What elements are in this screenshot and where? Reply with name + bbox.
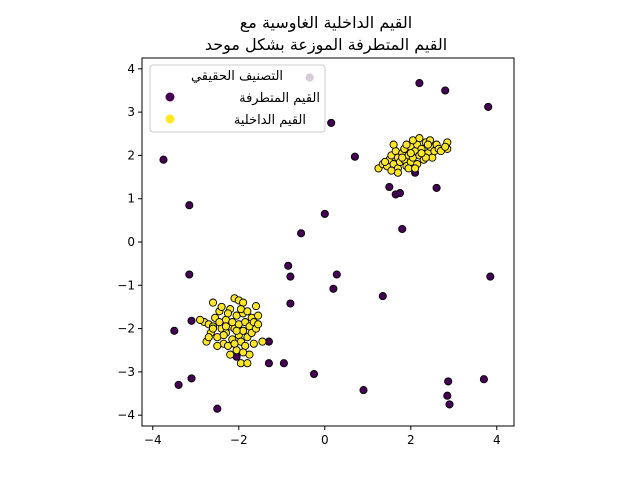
point-outliers-8 bbox=[213, 404, 222, 413]
plot-frame bbox=[141, 57, 515, 427]
point-inliers-41 bbox=[223, 309, 233, 318]
axes-layer: −4 −2 0 2 4 4 3 2 1 0 −1 −2 −3 −4 bbox=[117, 62, 500, 447]
point-inliers-107 bbox=[423, 140, 433, 149]
point-outliers-32 bbox=[444, 377, 453, 386]
point-outliers-33 bbox=[443, 391, 452, 400]
legend-box bbox=[149, 64, 326, 133]
point-inliers-45 bbox=[213, 341, 222, 350]
point-inliers-46 bbox=[219, 331, 228, 340]
point-inliers-53 bbox=[254, 320, 263, 329]
point-inliers-47 bbox=[228, 318, 237, 327]
point-outliers-9 bbox=[264, 359, 273, 368]
point-inliers-95 bbox=[389, 140, 398, 149]
x-tick-label-2: 0 bbox=[321, 433, 329, 447]
point-outliers-6 bbox=[187, 374, 196, 383]
point-inliers-40 bbox=[217, 302, 226, 311]
point-inliers-94 bbox=[441, 142, 450, 151]
point-inliers-57 bbox=[204, 333, 213, 342]
point-outliers-30 bbox=[432, 183, 441, 192]
point-inliers-59 bbox=[239, 348, 248, 357]
point-outliers-16 bbox=[320, 209, 329, 218]
y-tick-label-4: 0 bbox=[127, 235, 135, 249]
y-tick-label-7: −3 bbox=[117, 365, 135, 379]
legend-label-outliers: القيم المتطرفة bbox=[239, 91, 320, 106]
point-inliers-51 bbox=[196, 315, 205, 324]
point-outliers-18 bbox=[329, 284, 338, 293]
point-outliers-12 bbox=[286, 272, 295, 281]
y-tick-label-6: −2 bbox=[117, 322, 135, 336]
point-outliers-14 bbox=[286, 299, 295, 308]
chart-title-line-1: القيم الداخلية الغاوسية مع bbox=[240, 13, 412, 33]
point-inliers-56 bbox=[243, 307, 252, 316]
y-tick-label-2: 2 bbox=[127, 148, 135, 162]
point-inliers-34 bbox=[258, 337, 267, 346]
legend: التصنيف الحقيقي القيم المتطرفة القيم الد… bbox=[149, 64, 326, 133]
point-outliers-29 bbox=[415, 79, 424, 88]
point-outliers-1 bbox=[185, 201, 194, 210]
point-outliers-15 bbox=[297, 229, 306, 238]
y-tick-label-1: 3 bbox=[127, 105, 135, 119]
point-inliers-43 bbox=[243, 359, 252, 368]
point-inliers-99 bbox=[415, 134, 424, 143]
point-outliers-2 bbox=[185, 270, 194, 279]
point-outliers-27 bbox=[398, 224, 407, 234]
point-inliers-33 bbox=[254, 311, 263, 320]
point-inliers-105 bbox=[411, 164, 420, 173]
y-tick-label-8: −4 bbox=[117, 408, 135, 422]
point-outliers-5 bbox=[174, 380, 183, 389]
point-outliers-19 bbox=[332, 270, 341, 279]
point-outliers-37 bbox=[486, 272, 495, 281]
point-outliers-24 bbox=[385, 182, 394, 192]
point-outliers-10 bbox=[279, 359, 288, 368]
x-tick-label-4: 4 bbox=[493, 433, 501, 447]
points-layer bbox=[159, 73, 495, 413]
point-outliers-22 bbox=[359, 386, 368, 395]
point-inliers-55 bbox=[221, 322, 230, 331]
point-outliers-34 bbox=[445, 400, 454, 409]
point-inliers-50 bbox=[208, 324, 218, 333]
point-inliers-39 bbox=[208, 298, 218, 307]
legend-label-inliers: القيم الداخلية bbox=[234, 113, 306, 128]
point-outliers-26 bbox=[395, 189, 405, 198]
point-outliers-3 bbox=[187, 316, 196, 325]
point-outliers-23 bbox=[378, 292, 387, 301]
point-inliers-54 bbox=[232, 326, 241, 335]
point-outliers-4 bbox=[170, 326, 179, 335]
x-tick-label-3: 2 bbox=[407, 433, 415, 447]
chart-title-line-2: القيم المتطرفة الموزعة بشكل موحد bbox=[205, 35, 447, 55]
point-outliers-35 bbox=[479, 375, 488, 384]
point-outliers-21 bbox=[350, 152, 359, 161]
point-inliers-49 bbox=[230, 339, 239, 348]
point-outliers-0 bbox=[159, 155, 168, 164]
point-outliers-17 bbox=[327, 118, 336, 127]
point-inliers-35 bbox=[251, 302, 261, 311]
legend-title: التصنيف الحقيقي bbox=[191, 69, 283, 84]
y-tick-label-0: 4 bbox=[127, 62, 135, 76]
point-inliers-102 bbox=[380, 157, 390, 166]
point-outliers-36 bbox=[484, 102, 493, 111]
x-tick-label-1: −2 bbox=[230, 433, 248, 447]
point-outliers-31 bbox=[441, 86, 450, 95]
point-outliers-20 bbox=[309, 369, 319, 379]
point-inliers-44 bbox=[226, 350, 235, 359]
legend-marker-outliers bbox=[165, 92, 175, 102]
point-inliers-106 bbox=[417, 149, 426, 158]
point-inliers-109 bbox=[406, 149, 415, 158]
point-inliers-52 bbox=[249, 339, 258, 348]
y-tick-label-3: 1 bbox=[127, 192, 135, 206]
x-tick-label-0: −4 bbox=[144, 433, 162, 447]
y-tick-label-5: −1 bbox=[117, 278, 135, 292]
point-outliers-13 bbox=[284, 261, 293, 270]
point-inliers-108 bbox=[398, 153, 407, 162]
legend-marker-inliers bbox=[165, 114, 175, 124]
point-inliers-58 bbox=[215, 318, 224, 327]
point-inliers-103 bbox=[387, 166, 396, 175]
point-inliers-104 bbox=[402, 140, 411, 149]
